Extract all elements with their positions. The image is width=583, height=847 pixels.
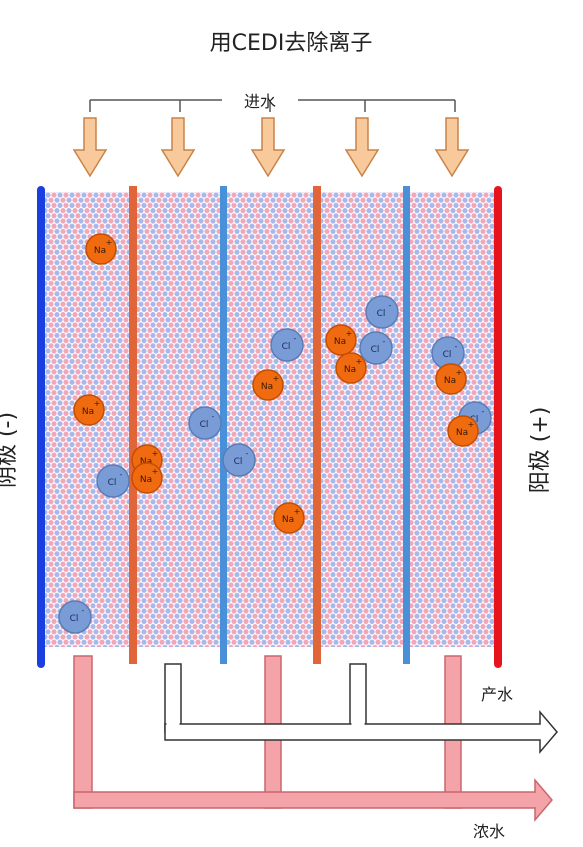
diagram-title: 用CEDI去除离子 [210, 31, 373, 56]
cation-membrane-1 [129, 186, 137, 664]
sodium-ion-label: Na [94, 246, 106, 256]
chloride-ion-charge: - [212, 412, 215, 421]
chloride-ion-8: Cl- [222, 443, 256, 477]
sodium-ion-10: Na+ [252, 369, 284, 401]
sodium-ion-charge: + [294, 507, 301, 516]
inlet-label: 进水 [244, 92, 276, 111]
sodium-ion-label: Na [282, 515, 294, 525]
concentrate-label: 浓水 [473, 822, 505, 841]
anion-membrane-1 [220, 186, 227, 664]
sodium-ion-label: Na [140, 475, 152, 485]
anion-membrane-2 [403, 186, 410, 664]
sodium-ion-charge: + [94, 399, 101, 408]
sodium-ion-label: Na [261, 382, 273, 392]
sodium-ion-charge: + [273, 374, 280, 383]
chloride-ion-charge: - [455, 342, 458, 351]
sodium-ion-label: Na [82, 407, 94, 417]
sodium-ion-charge: + [456, 368, 463, 377]
inlet-arrow-5 [434, 117, 470, 178]
resin-bed [44, 192, 496, 647]
sodium-ion-charge: + [152, 449, 159, 458]
sodium-ion-charge: + [106, 238, 113, 247]
chloride-ion-charge: - [82, 606, 85, 615]
inlet-arrow-1 [72, 117, 108, 178]
chloride-ion-15: Cl- [359, 331, 393, 365]
ions: Na+Na+Na+Na+Cl-Cl-Cl-Cl-Cl-Na+Na+Na+Na+C… [58, 233, 492, 634]
chloride-ion-7: Cl- [188, 406, 222, 440]
sodium-ion-13: Na+ [335, 352, 367, 384]
chloride-ion-charge: - [294, 334, 297, 343]
product-header-arrow [164, 709, 558, 755]
chloride-ion-9: Cl- [270, 328, 304, 362]
chloride-ion-charge: - [389, 301, 392, 310]
sodium-ion-label: Na [456, 428, 468, 438]
chloride-ion-label: Cl [70, 614, 79, 624]
chloride-ion-label: Cl [282, 342, 291, 352]
product-joint-2 [351, 720, 365, 728]
sodium-ion-2: Na+ [73, 394, 105, 426]
sodium-ion-charge: + [468, 420, 475, 429]
sodium-ion-charge: + [346, 329, 353, 338]
inlet-arrow-4 [344, 117, 380, 178]
concentrate-header-arrow [73, 777, 553, 823]
chloride-ion-charge: - [383, 337, 386, 346]
chloride-ion-5: Cl- [96, 464, 130, 498]
chloride-ion-label: Cl [377, 309, 386, 319]
sodium-ion-charge: + [152, 467, 159, 476]
anode-label: 阳极 (+) [528, 407, 553, 494]
sodium-ion-label: Na [334, 337, 346, 347]
anode-electrode [494, 186, 502, 668]
inlet-manifold [89, 99, 456, 112]
sodium-ion-11: Na+ [273, 502, 305, 534]
chloride-ion-label: Cl [371, 345, 380, 355]
inlet-arrow-3 [250, 117, 286, 178]
concentrate-riser-1 [73, 655, 93, 809]
sodium-ion-label: Na [140, 457, 152, 467]
product-label: 产水 [481, 685, 513, 704]
chloride-ion-charge: - [482, 407, 485, 416]
inlet-arrows [72, 117, 470, 178]
sodium-ion-4: Na+ [131, 462, 163, 494]
chloride-ion-label: Cl [108, 478, 117, 488]
chloride-ion-14: Cl- [365, 295, 399, 329]
chloride-ion-charge: - [246, 449, 249, 458]
inlet-arrow-2 [160, 117, 196, 178]
cathode-label: 阴极 (-) [0, 412, 20, 488]
chloride-ion-6: Cl- [58, 600, 92, 634]
product-outlet [164, 663, 558, 755]
sodium-ion-12: Na+ [325, 324, 357, 356]
sodium-ion-19: Na+ [447, 415, 479, 447]
sodium-ion-label: Na [444, 376, 456, 386]
sodium-ion-1: Na+ [85, 233, 117, 265]
sodium-ion-charge: + [356, 357, 363, 366]
sodium-ion-label: Na [344, 365, 356, 375]
chloride-ion-charge: - [120, 470, 123, 479]
chloride-ion-label: Cl [443, 350, 452, 360]
chloride-ion-label: Cl [234, 457, 243, 467]
product-joint-1 [166, 720, 180, 728]
sodium-ion-17: Na+ [435, 363, 467, 395]
chloride-ion-label: Cl [200, 420, 209, 430]
cathode-electrode [37, 186, 45, 668]
cation-membrane-2 [313, 186, 321, 664]
